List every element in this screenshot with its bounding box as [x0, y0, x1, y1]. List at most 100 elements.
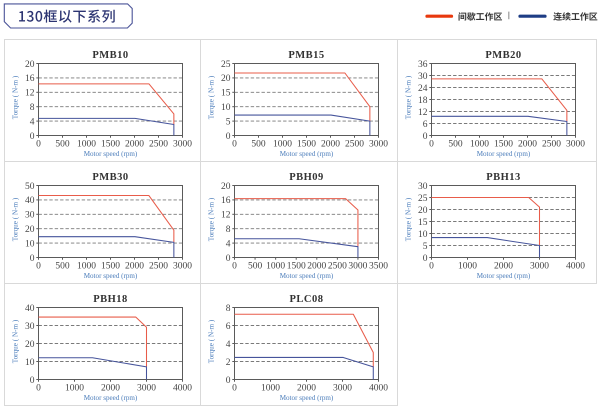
svg-text:5: 5 [226, 117, 231, 127]
svg-text:8: 8 [226, 304, 231, 314]
svg-text:0: 0 [429, 261, 434, 271]
svg-text:4000: 4000 [566, 261, 585, 271]
svg-text:500: 500 [448, 139, 463, 149]
svg-text:2500: 2500 [149, 261, 168, 271]
svg-text:15: 15 [221, 89, 231, 99]
svg-text:0: 0 [30, 376, 35, 386]
svg-text:Motor speed (rpm): Motor speed (rpm) [280, 150, 334, 158]
svg-text:Torque ( N-m ): Torque ( N-m ) [12, 75, 20, 119]
svg-text:1000: 1000 [458, 261, 477, 271]
svg-text:Motor speed (rpm): Motor speed (rpm) [84, 150, 138, 158]
svg-text:0: 0 [30, 132, 35, 142]
svg-text:2000: 2000 [518, 139, 537, 149]
svg-text:12: 12 [418, 108, 428, 118]
svg-text:20: 20 [221, 74, 231, 84]
svg-text:Torque ( N-m ): Torque ( N-m ) [208, 197, 216, 241]
svg-text:PMB15: PMB15 [288, 50, 324, 61]
svg-text:Motor speed (rpm): Motor speed (rpm) [477, 272, 531, 280]
svg-text:Motor speed (rpm): Motor speed (rpm) [477, 150, 531, 158]
svg-text:0: 0 [232, 261, 237, 271]
svg-text:0: 0 [36, 383, 41, 393]
svg-text:Torque ( N-m ): Torque ( N-m ) [208, 319, 216, 363]
svg-text:1500: 1500 [494, 139, 513, 149]
svg-text:0: 0 [423, 254, 428, 264]
svg-text:24: 24 [418, 84, 428, 94]
svg-text:0: 0 [30, 254, 35, 264]
svg-text:Torque ( N-m ): Torque ( N-m ) [405, 197, 413, 241]
svg-text:2500: 2500 [328, 261, 347, 271]
svg-text:2000: 2000 [307, 261, 326, 271]
svg-text:5: 5 [423, 242, 428, 252]
svg-text:500: 500 [55, 139, 70, 149]
svg-text:1000: 1000 [77, 261, 96, 271]
svg-text:18: 18 [418, 96, 428, 106]
svg-text:36: 36 [418, 60, 428, 70]
svg-text:2000: 2000 [494, 261, 513, 271]
svg-text:3000: 3000 [530, 261, 549, 271]
svg-text:1500: 1500 [287, 261, 306, 271]
svg-text:10: 10 [25, 239, 35, 249]
svg-text:40: 40 [25, 304, 35, 314]
svg-text:20: 20 [25, 340, 35, 350]
svg-text:0: 0 [232, 139, 237, 149]
svg-text:16: 16 [25, 74, 35, 84]
svg-text:PBH18: PBH18 [93, 294, 128, 305]
svg-text:Torque ( N-m ): Torque ( N-m ) [405, 75, 413, 119]
svg-text:1500: 1500 [101, 261, 120, 271]
svg-text:3000: 3000 [173, 261, 192, 271]
svg-text:25: 25 [221, 60, 231, 70]
svg-text:30: 30 [418, 182, 428, 192]
svg-text:1500: 1500 [101, 139, 120, 149]
svg-text:500: 500 [248, 261, 263, 271]
svg-text:2000: 2000 [125, 139, 144, 149]
svg-text:Torque ( N-m ): Torque ( N-m ) [12, 319, 20, 363]
svg-text:4: 4 [30, 117, 35, 127]
svg-text:30: 30 [25, 211, 35, 221]
svg-text:500: 500 [55, 261, 70, 271]
svg-text:4: 4 [226, 239, 231, 249]
svg-text:PMB20: PMB20 [485, 50, 521, 61]
svg-text:20: 20 [25, 60, 35, 70]
svg-text:2500: 2500 [149, 139, 168, 149]
svg-text:0: 0 [232, 383, 237, 393]
svg-text:1000: 1000 [470, 139, 489, 149]
svg-text:8: 8 [30, 103, 35, 113]
svg-text:Motor speed (rpm): Motor speed (rpm) [280, 272, 334, 280]
svg-text:6: 6 [226, 322, 231, 332]
svg-text:6: 6 [423, 120, 428, 130]
svg-text:4000: 4000 [173, 383, 192, 393]
svg-text:3000: 3000 [348, 261, 367, 271]
svg-text:1000: 1000 [77, 139, 96, 149]
svg-text:2000: 2000 [101, 383, 120, 393]
svg-text:4000: 4000 [369, 383, 388, 393]
svg-text:25: 25 [418, 194, 428, 204]
svg-text:0: 0 [36, 139, 41, 149]
svg-text:PMB30: PMB30 [92, 172, 128, 183]
svg-text:40: 40 [25, 196, 35, 206]
svg-text:50: 50 [25, 182, 35, 192]
svg-text:3500: 3500 [369, 261, 388, 271]
svg-text:30: 30 [25, 322, 35, 332]
svg-text:8: 8 [226, 225, 231, 235]
svg-text:3000: 3000 [333, 383, 352, 393]
svg-text:15: 15 [418, 218, 428, 228]
svg-text:2000: 2000 [125, 261, 144, 271]
svg-text:PMB10: PMB10 [92, 50, 128, 61]
svg-text:0: 0 [226, 132, 231, 142]
svg-text:Motor speed (rpm): Motor speed (rpm) [84, 272, 138, 280]
svg-text:Torque ( N-m ): Torque ( N-m ) [208, 75, 216, 119]
svg-text:20: 20 [25, 225, 35, 235]
svg-text:10: 10 [25, 358, 35, 368]
svg-text:3000: 3000 [173, 139, 192, 149]
svg-text:0: 0 [226, 376, 231, 386]
svg-text:1500: 1500 [297, 139, 316, 149]
svg-text:16: 16 [221, 196, 231, 206]
svg-text:12: 12 [221, 211, 231, 221]
svg-text:PBH09: PBH09 [289, 172, 324, 183]
svg-text:1000: 1000 [261, 383, 280, 393]
svg-text:1000: 1000 [266, 261, 285, 271]
svg-text:Motor speed (rpm): Motor speed (rpm) [280, 394, 334, 402]
svg-text:10: 10 [221, 103, 231, 113]
svg-text:2: 2 [226, 358, 231, 368]
svg-text:1000: 1000 [65, 383, 84, 393]
